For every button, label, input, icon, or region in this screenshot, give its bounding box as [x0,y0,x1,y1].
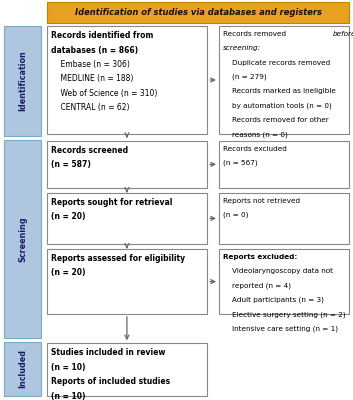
FancyBboxPatch shape [47,2,349,23]
FancyBboxPatch shape [47,26,207,134]
Text: Reports not retrieved: Reports not retrieved [223,198,300,204]
Text: Adult participants (n = 3): Adult participants (n = 3) [223,297,324,303]
Text: MEDLINE (n = 188): MEDLINE (n = 188) [51,74,133,84]
FancyBboxPatch shape [47,141,207,188]
FancyBboxPatch shape [4,342,41,396]
FancyBboxPatch shape [47,343,207,396]
Text: (n = 10): (n = 10) [51,363,86,372]
Text: (n = 10): (n = 10) [51,392,86,400]
Text: (n = 567): (n = 567) [223,160,258,166]
Text: Screening: Screening [18,216,27,262]
Text: Records removed: Records removed [223,31,288,37]
Text: Identification: Identification [18,51,27,111]
Text: Records excluded: Records excluded [223,146,287,152]
Text: Duplicate records removed: Duplicate records removed [223,60,330,66]
Text: (n = 587): (n = 587) [51,160,91,170]
FancyBboxPatch shape [4,140,41,338]
Text: Records identified from: Records identified from [51,31,154,40]
Text: Reports assessed for eligibility: Reports assessed for eligibility [51,254,185,263]
FancyBboxPatch shape [47,249,207,314]
Text: Included: Included [18,350,27,388]
Text: Reports of included studies: Reports of included studies [51,377,170,386]
Text: Studies included in review: Studies included in review [51,348,166,358]
Text: Identification of studies via databases and registers: Identification of studies via databases … [74,8,322,17]
FancyBboxPatch shape [219,193,349,244]
Text: Elective surgery setting (n = 2): Elective surgery setting (n = 2) [223,311,346,318]
Text: (n = 279): (n = 279) [223,74,267,80]
Text: reported (n = 4): reported (n = 4) [223,282,291,289]
Text: Embase (n = 306): Embase (n = 306) [51,60,130,69]
Text: before: before [333,31,353,37]
Text: Records marked as ineligible: Records marked as ineligible [223,88,336,94]
Text: by automation tools (n = 0): by automation tools (n = 0) [223,103,332,109]
Text: (n = 20): (n = 20) [51,268,86,278]
Text: Intensive care setting (n = 1): Intensive care setting (n = 1) [223,326,338,332]
Text: Reports sought for retrieval: Reports sought for retrieval [51,198,173,207]
Text: Videolaryngoscopy data not: Videolaryngoscopy data not [223,268,333,274]
Text: databases (n = 866): databases (n = 866) [51,46,138,55]
FancyBboxPatch shape [4,26,41,136]
Text: (n = 20): (n = 20) [51,212,86,221]
FancyBboxPatch shape [219,249,349,314]
Text: reasons (n = 0): reasons (n = 0) [223,132,288,138]
Text: Reports excluded:: Reports excluded: [223,254,297,260]
FancyBboxPatch shape [219,141,349,188]
Text: CENTRAL (n = 62): CENTRAL (n = 62) [51,103,130,112]
Text: Records removed for other: Records removed for other [223,117,329,123]
Text: screening:: screening: [223,45,261,51]
FancyBboxPatch shape [219,26,349,134]
Text: Records screened: Records screened [51,146,128,155]
FancyBboxPatch shape [47,193,207,244]
Text: Web of Science (n = 310): Web of Science (n = 310) [51,89,157,98]
Text: (n = 0): (n = 0) [223,212,249,218]
